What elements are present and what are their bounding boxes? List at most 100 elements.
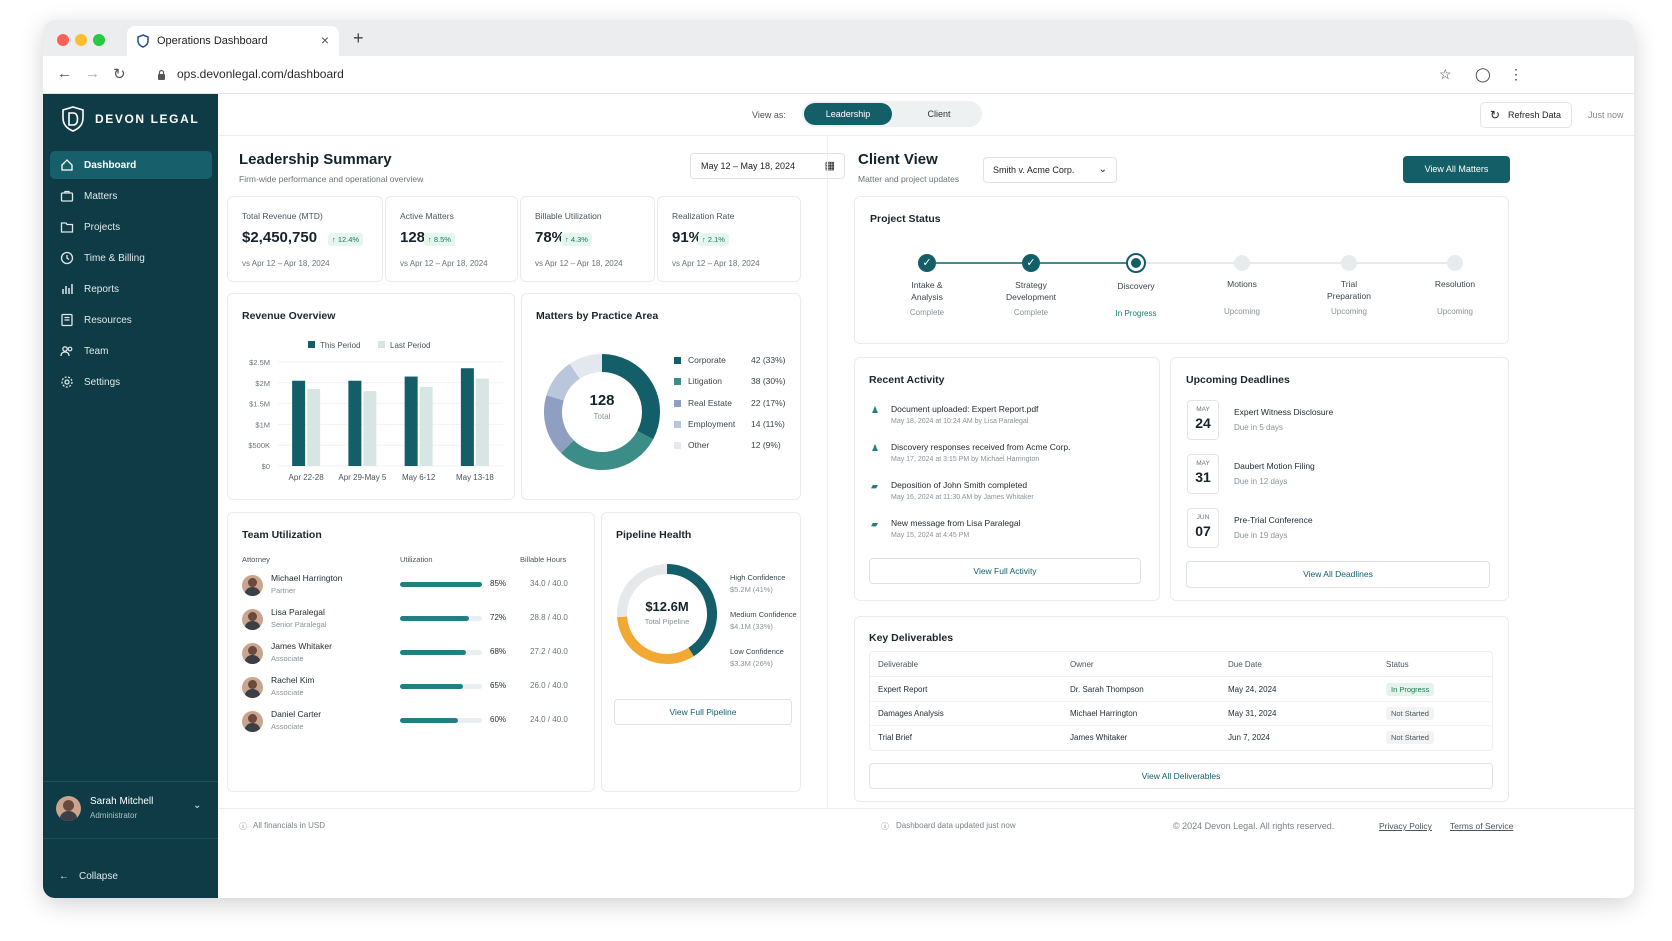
legend-value: 42 (33%) [751, 355, 786, 365]
status-badge: Not Started [1386, 731, 1434, 744]
maximize-window-icon[interactable] [93, 34, 105, 46]
team-row[interactable]: Rachel Kim Associate 65% 26.0 / 40.0 [228, 675, 596, 705]
attorney-name: Lisa Paralegal [271, 607, 325, 617]
kpi-delta: ↑ 12.4% [328, 233, 364, 246]
view-all-deadlines-button[interactable]: View All Deadlines [1186, 561, 1490, 588]
leadership-header: Leadership Summary Firm-wide performance… [239, 151, 423, 184]
deliverables-header: Owner [1070, 660, 1094, 669]
header-utilization: Utilization [400, 555, 433, 564]
toggle-leadership[interactable]: Leadership [804, 103, 892, 125]
activity-text: Document uploaded: Expert Report.pdf [891, 404, 1039, 414]
team-row[interactable]: Daniel Carter Associate 60% 24.0 / 40.0 [228, 709, 596, 739]
shield-icon [137, 34, 149, 48]
activity-item[interactable]: ♟ Discovery responses received from Acme … [855, 440, 1155, 474]
sidebar-item-reports[interactable]: Reports [50, 275, 212, 303]
kpi-card: Active Matters 128 ↑ 8.5% vs Apr 12 – Apr 1… [385, 196, 518, 282]
team-row[interactable]: Lisa Paralegal Senior Paralegal 72% 28.8 / … [228, 607, 596, 637]
user-profile[interactable]: Sarah Mitchell Administrator ⌄ [43, 781, 218, 839]
footer: ⓘ All financials in USD ⓘ Dashboard data… [218, 808, 1634, 842]
deadline-title: Daubert Motion Filing [1234, 461, 1315, 471]
bar-chart-icon [62, 284, 73, 294]
kpi-comparison: vs Apr 12 – Apr 18, 2024 [242, 259, 330, 268]
sidebar-item-time-billing[interactable]: Time & Billing [50, 244, 212, 272]
legend-value: 22 (17%) [751, 397, 786, 408]
deadline-item[interactable]: MAY 31 Daubert Motion Filing Due in 12 days [1171, 454, 1501, 496]
toggle-client[interactable]: Client [927, 109, 951, 119]
view-full-activity-button[interactable]: View Full Activity [869, 558, 1141, 584]
bookmark-star-icon[interactable]: ☆ [1439, 66, 1452, 82]
new-tab-icon[interactable]: + [353, 28, 364, 48]
status-step-intake[interactable]: ✓ Intake & Analysis Complete [877, 253, 977, 333]
attorney-role: Associate [271, 688, 304, 697]
project-status-title: Project Status [870, 213, 941, 225]
revenue-title: Revenue Overview [242, 310, 336, 322]
team-row[interactable]: James Whitaker Associate 68% 27.2 / 40.0 [228, 641, 596, 671]
arrow-left-icon: ← [59, 871, 69, 882]
deadline-item[interactable]: MAY 24 Expert Witness Disclosure Due in 5 d… [1171, 400, 1501, 442]
kpi-card: Realization Rate 91% ↑ 2.1% vs Apr 12 – Apr… [657, 196, 801, 282]
activity-item[interactable]: ♟ Document uploaded: Expert Report.pdf May… [855, 402, 1155, 436]
profile-icon[interactable]: ◯ [1475, 66, 1491, 82]
back-icon[interactable]: ← [57, 65, 72, 82]
footer-updated-note: Dashboard data updated just now [896, 821, 1016, 830]
activity-item[interactable]: ▰ New message from Lisa Paralegal May 15, … [855, 516, 1155, 550]
attorney-role: Partner [271, 586, 296, 595]
header-billable-hours: Billable Hours [520, 555, 567, 564]
refresh-data-button[interactable]: ↻ Refresh Data [1480, 102, 1572, 128]
status-step-discovery[interactable]: Discovery In Progress [1086, 253, 1186, 333]
bar-last-period [363, 391, 377, 466]
tab-bar: Operations Dashboard × + [43, 20, 1634, 56]
collapse-label: Collapse [79, 871, 118, 882]
table-row[interactable]: Trial Brief James Whitaker Jun 7, 2024 Not … [870, 726, 1492, 750]
sidebar-item-label: Resources [84, 314, 132, 326]
view-all-deliverables-button[interactable]: View All Deliverables [869, 763, 1493, 789]
upcoming-step-icon [1341, 255, 1357, 271]
status-step-strategy[interactable]: ✓ Strategy Development Complete [981, 253, 1081, 333]
sidebar-item-dashboard[interactable]: Dashboard [50, 151, 212, 179]
close-window-icon[interactable] [57, 34, 69, 46]
url-text[interactable]: ops.devonlegal.com/dashboard [177, 67, 344, 81]
status-step-motions[interactable]: Motions Upcoming [1192, 253, 1292, 333]
sidebar-item-matters[interactable]: Matters [50, 182, 212, 210]
view-all-matters-button[interactable]: View All Matters [1403, 156, 1510, 183]
folder-icon [60, 222, 74, 233]
table-row[interactable]: Expert Report Dr. Sarah Thompson May 24, 2… [870, 678, 1492, 702]
deadline-item[interactable]: JUN 07 Pre-Trial Conference Due in 19 days [1171, 508, 1501, 550]
sidebar-item-settings[interactable]: Settings [50, 368, 212, 396]
close-tab-icon[interactable]: × [320, 32, 329, 48]
forward-icon[interactable]: → [85, 65, 100, 82]
terms-of-service-link[interactable]: Terms of Service [1450, 821, 1514, 831]
utilization-bar-track [400, 718, 482, 723]
sidebar-item-team[interactable]: Team [50, 337, 212, 365]
avatar [242, 575, 263, 596]
matter-select-value: Smith v. Acme Corp. [993, 165, 1075, 175]
sidebar-item-resources[interactable]: Resources [50, 306, 212, 334]
browser-menu-icon[interactable]: ⋮ [1509, 66, 1523, 82]
browser-tab[interactable]: Operations Dashboard × [127, 26, 339, 56]
legend-swatch [308, 341, 315, 348]
matter-select[interactable]: Smith v. Acme Corp. ⌄ [983, 157, 1117, 183]
activity-item[interactable]: ▰ Deposition of John Smith completed May 1… [855, 478, 1155, 512]
users-icon [60, 346, 73, 357]
bar-this-period [348, 380, 362, 466]
status-step-trial[interactable]: Trial Preparation Upcoming [1299, 253, 1399, 333]
reload-icon[interactable]: ↻ [113, 66, 126, 83]
deadline-title: Expert Witness Disclosure [1234, 407, 1334, 417]
collapse-button[interactable]: ← Collapse [59, 871, 118, 882]
team-row[interactable]: Michael Harrington Partner 85% 34.0 / 40.0 [228, 573, 596, 603]
status-step-resolution[interactable]: Resolution Upcoming [1405, 253, 1505, 333]
x-tick-label: May 13-18 [456, 473, 494, 482]
billable-hours: 24.0 / 40.0 [530, 715, 568, 724]
date-range-picker[interactable]: May 12 – May 18, 2024 ▦ [690, 153, 845, 179]
brand[interactable]: DEVON LEGAL [61, 106, 199, 132]
sidebar-item-projects[interactable]: Projects [50, 213, 212, 241]
upcoming-step-icon [1447, 255, 1463, 271]
gear-icon [61, 376, 73, 388]
minimize-window-icon[interactable] [75, 34, 87, 46]
privacy-policy-link[interactable]: Privacy Policy [1379, 821, 1432, 831]
x-tick-label: May 6-12 [402, 473, 436, 482]
view-full-pipeline-button[interactable]: View Full Pipeline [614, 699, 792, 725]
check-circle-icon: ✓ [918, 254, 936, 272]
table-row[interactable]: Damages Analysis Michael Harrington May 31… [870, 702, 1492, 726]
chevron-down-icon[interactable]: ⌄ [193, 800, 202, 811]
